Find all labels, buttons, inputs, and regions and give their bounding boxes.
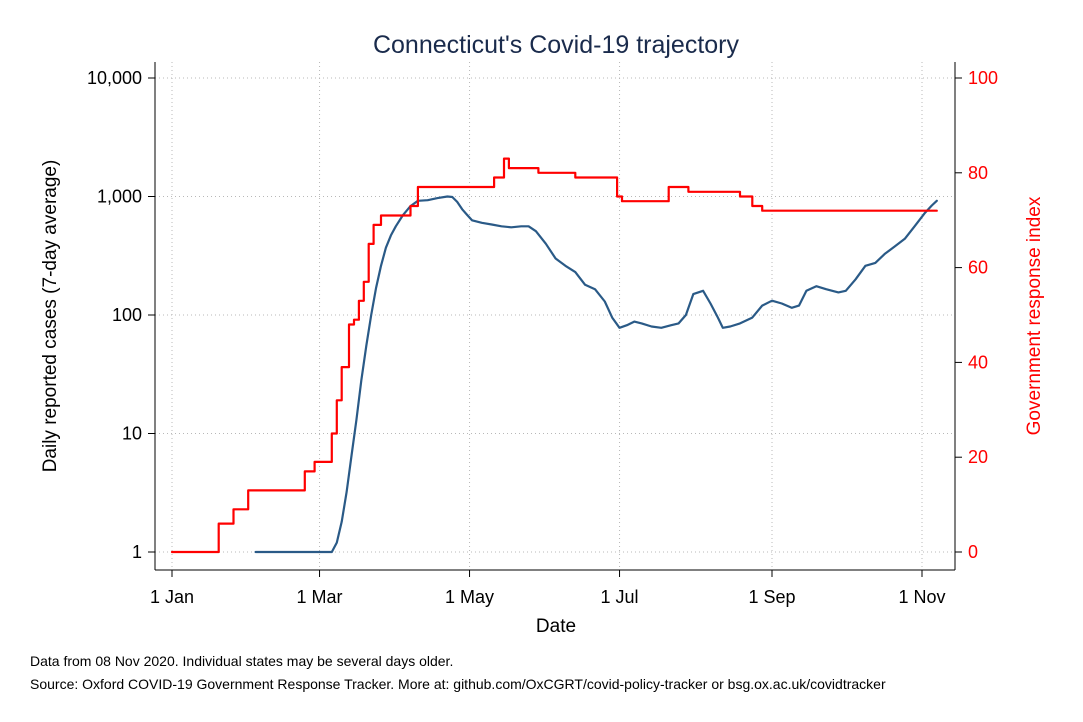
y-left-tick-label: 10 [122, 424, 142, 444]
y-right-tick-label: 0 [968, 542, 978, 562]
y-right-tick-label: 80 [968, 163, 988, 183]
y-left-tick-label: 1,000 [97, 187, 142, 207]
plot-area [155, 62, 955, 570]
x-tick-label: 1 Jan [150, 587, 194, 607]
cases-series-line [254, 195, 938, 554]
data-date-note: Data from 08 Nov 2020. Individual states… [30, 653, 453, 669]
y-axis-label-left: Daily reported cases (7-day average) [40, 160, 61, 473]
response-index-series-line [170, 157, 938, 554]
x-tick-label: 1 May [445, 587, 494, 607]
x-axis-label: Date [536, 616, 576, 637]
y-right-tick-label: 60 [968, 258, 988, 278]
y-axis-label-right: Government response index [1024, 196, 1045, 435]
x-tick-label: 1 Mar [297, 587, 343, 607]
y-right-tick-label: 40 [968, 352, 988, 372]
grid-lines [155, 62, 955, 570]
y-left-tick-label: 10,000 [87, 68, 142, 88]
x-tick-label: 1 Nov [898, 587, 945, 607]
x-tick-label: 1 Sep [748, 587, 795, 607]
chart-title: Connecticut's Covid-19 trajectory [373, 31, 740, 59]
y-left-tick-label: 1 [132, 542, 142, 562]
y-right-tick-label: 100 [968, 68, 998, 88]
y-left-tick-label: 100 [112, 305, 142, 325]
x-tick-label: 1 Jul [601, 587, 639, 607]
y-right-tick-label: 20 [968, 447, 988, 467]
source-note: Source: Oxford COVID-19 Government Respo… [30, 676, 886, 692]
